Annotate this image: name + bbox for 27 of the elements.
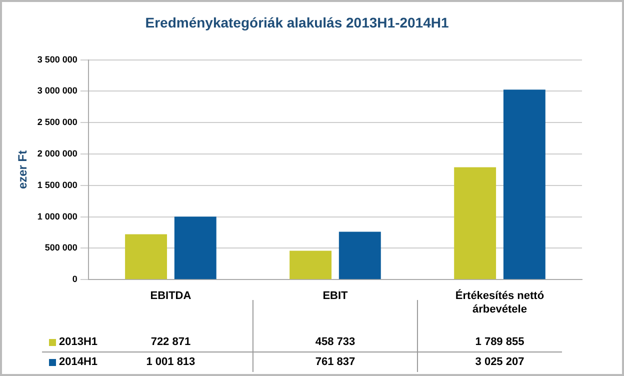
data-label: 722 871 [150,336,191,348]
y-tick-label: 3 000 000 [37,86,78,96]
bar [503,90,546,280]
y-axis-title: ezer Ft [16,150,30,190]
y-tick-label: 2 000 000 [37,148,78,158]
chart-title: Eredménykategóriák alakulás 2013H1-2014H1 [145,14,449,30]
y-tick-label: 2 500 000 [37,117,78,128]
data-label: 3 025 207 [475,356,524,368]
x-tick-label: Értékesítés nettó árbevétele [455,289,544,316]
y-tick-label: 500 000 [44,242,78,253]
bar [290,250,332,280]
bar [125,234,167,280]
x-tick-label: EBIT [322,290,348,302]
y-tick-label: 0 [72,274,78,284]
data-label: 1 001 813 [146,356,196,368]
legend-label: 2014H1 [59,356,98,368]
y-tick-label: 3 500 000 [37,54,78,64]
y-tick-label: 1 500 000 [37,180,78,190]
x-tick-label: EBITDA [150,290,192,302]
legend-label: 2013H1 [59,336,98,348]
bar [454,167,496,280]
data-label: 1 789 855 [475,336,524,348]
bar [174,216,216,280]
data-label: 761 837 [315,356,356,368]
bar [338,232,381,280]
data-label: 458 733 [315,336,356,348]
y-tick-label: 1 000 000 [37,211,78,222]
